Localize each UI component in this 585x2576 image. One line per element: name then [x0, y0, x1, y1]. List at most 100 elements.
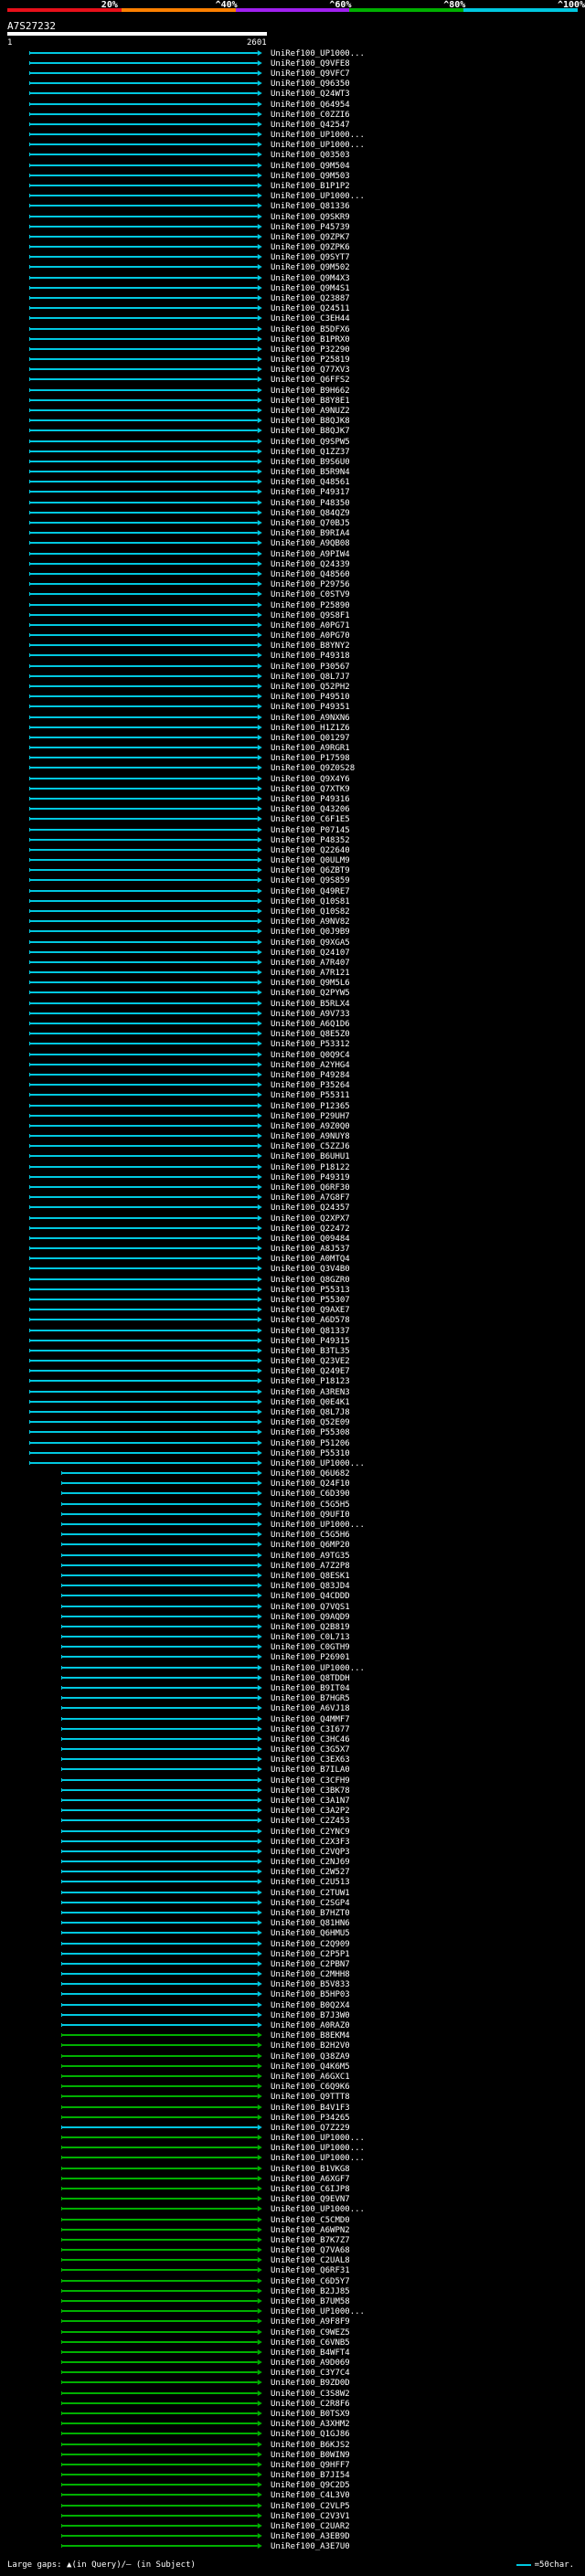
hit-label[interactable]: UniRef100_Q6RF31 [271, 2266, 350, 2275]
hit-label[interactable]: UniRef100_P25819 [271, 355, 350, 365]
hit-label[interactable]: UniRef100_P29756 [271, 580, 350, 589]
hit-label[interactable]: UniRef100_UP1000... [271, 1664, 365, 1673]
hit-label[interactable]: UniRef100_C6IJP8 [271, 2185, 350, 2194]
hit-label[interactable]: UniRef100_C2P5P1 [271, 1950, 350, 1959]
hit-label[interactable]: UniRef100_B3TL35 [271, 1347, 350, 1356]
hit-label[interactable]: UniRef100_P49317 [271, 488, 350, 497]
hit-label[interactable]: UniRef100_P30567 [271, 663, 350, 672]
hit-label[interactable]: UniRef100_Q9C2D5 [271, 2481, 350, 2490]
hit-label[interactable]: UniRef100_B7K7Z7 [271, 2236, 350, 2245]
hit-label[interactable]: UniRef100_Q9M5L6 [271, 979, 350, 988]
hit-label[interactable]: UniRef100_A9TG35 [271, 1552, 350, 1561]
hit-label[interactable]: UniRef100_P49319 [271, 1173, 350, 1182]
hit-label[interactable]: UniRef100_Q96350 [271, 80, 350, 89]
hit-label[interactable]: UniRef100_Q9XGA5 [271, 938, 350, 948]
hit-label[interactable]: UniRef100_P48352 [271, 836, 350, 845]
hit-label[interactable]: UniRef100_C3EX63 [271, 1755, 350, 1765]
hit-label[interactable]: UniRef100_Q9VFC7 [271, 69, 350, 79]
hit-label[interactable]: UniRef100_Q22472 [271, 1224, 350, 1234]
hit-label[interactable]: UniRef100_Q9AQD9 [271, 1613, 350, 1622]
hit-label[interactable]: UniRef100_Q8L7J8 [271, 1408, 350, 1417]
hit-label[interactable]: UniRef100_B9RIA4 [271, 529, 350, 538]
hit-label[interactable]: UniRef100_Q10S82 [271, 907, 350, 917]
hit-label[interactable]: UniRef100_P49315 [271, 1337, 350, 1346]
hit-label[interactable]: UniRef100_Q7Z229 [271, 2124, 350, 2133]
hit-label[interactable]: UniRef100_A9RGR1 [271, 744, 350, 753]
hit-label[interactable]: UniRef100_Q9SKR9 [271, 213, 350, 222]
hit-label[interactable]: UniRef100_C3CFH9 [271, 1776, 350, 1786]
hit-label[interactable]: UniRef100_Q8ESK1 [271, 1572, 350, 1581]
hit-label[interactable]: UniRef100_P48350 [271, 499, 350, 508]
hit-label[interactable]: UniRef100_Q9SYT7 [271, 253, 350, 262]
hit-label[interactable]: UniRef100_C5G5H6 [271, 1531, 350, 1540]
hit-label[interactable]: UniRef100_A7G8F7 [271, 1193, 350, 1203]
hit-label[interactable]: UniRef100_UP1000... [271, 1521, 365, 1530]
hit-label[interactable]: UniRef100_Q8GZR0 [271, 1276, 350, 1285]
hit-label[interactable]: UniRef100_A9PIW4 [271, 550, 350, 559]
hit-label[interactable]: UniRef100_A6Q1D6 [271, 1020, 350, 1029]
hit-label[interactable]: UniRef100_Q4K6M5 [271, 2062, 350, 2072]
hit-label[interactable]: UniRef100_C6VNB5 [271, 2338, 350, 2348]
hit-label[interactable]: UniRef100_B8QJK8 [271, 417, 350, 426]
hit-label[interactable]: UniRef100_C2PBN7 [271, 1960, 350, 1969]
hit-label[interactable]: UniRef100_A9NUZ2 [271, 407, 350, 416]
hit-label[interactable]: UniRef100_Q09484 [271, 1235, 350, 1244]
hit-label[interactable]: UniRef100_Q24511 [271, 304, 350, 313]
hit-label[interactable]: UniRef100_Q9AXE7 [271, 1306, 350, 1315]
hit-label[interactable]: UniRef100_A3EB9D [271, 2532, 350, 2541]
hit-label[interactable]: UniRef100_C2UAR2 [271, 2522, 350, 2531]
hit-label[interactable]: UniRef100_C0GTH9 [271, 1643, 350, 1652]
hit-label[interactable]: UniRef100_UP1000... [271, 2307, 365, 2316]
hit-label[interactable]: UniRef100_Q81HN6 [271, 1919, 350, 1928]
hit-label[interactable]: UniRef100_C2X3F3 [271, 1838, 350, 1847]
hit-label[interactable]: UniRef100_A2YHG4 [271, 1061, 350, 1070]
hit-label[interactable]: UniRef100_Q70BJ5 [271, 519, 350, 528]
hit-label[interactable]: UniRef100_Q8L7J7 [271, 673, 350, 682]
hit-label[interactable]: UniRef100_B9ZD0D [271, 2379, 350, 2388]
hit-label[interactable]: UniRef100_B7UM58 [271, 2297, 350, 2306]
hit-label[interactable]: UniRef100_C2SGP4 [271, 1899, 350, 1908]
hit-label[interactable]: UniRef100_B5R9N4 [271, 468, 350, 477]
hit-label[interactable]: UniRef100_Q4CDDD [271, 1592, 350, 1601]
hit-label[interactable]: UniRef100_P53312 [271, 1040, 350, 1049]
hit-label[interactable]: UniRef100_B6UHU1 [271, 1152, 350, 1161]
hit-label[interactable]: UniRef100_B7J3W0 [271, 2011, 350, 2020]
hit-label[interactable]: UniRef100_Q0J9B9 [271, 928, 350, 937]
hit-label[interactable]: UniRef100_Q77XV3 [271, 366, 350, 375]
hit-label[interactable]: UniRef100_Q7VA68 [271, 2246, 350, 2255]
hit-label[interactable]: UniRef100_C3A2P2 [271, 1807, 350, 1816]
hit-label[interactable]: UniRef100_C2VLP5 [271, 2502, 350, 2511]
hit-label[interactable]: UniRef100_H1Z1Z6 [271, 724, 350, 733]
hit-label[interactable]: UniRef100_A6VJ18 [271, 1704, 350, 1713]
hit-label[interactable]: UniRef100_Q7XTK9 [271, 785, 350, 794]
hit-label[interactable]: UniRef100_P49316 [271, 795, 350, 804]
hit-label[interactable]: UniRef100_Q24WT3 [271, 90, 350, 99]
hit-label[interactable]: UniRef100_C4L3V0 [271, 2491, 350, 2500]
hit-label[interactable]: UniRef100_B1PRX0 [271, 335, 350, 345]
hit-label[interactable]: UniRef100_Q7VQS1 [271, 1603, 350, 1612]
hit-label[interactable]: UniRef100_A8J537 [271, 1245, 350, 1254]
hit-label[interactable]: UniRef100_A7R407 [271, 959, 350, 968]
hit-label[interactable]: UniRef100_C3BK78 [271, 1786, 350, 1796]
hit-label[interactable]: UniRef100_B7HGR5 [271, 1694, 350, 1703]
hit-label[interactable]: UniRef100_P55308 [271, 1428, 350, 1437]
hit-label[interactable]: UniRef100_P45739 [271, 223, 350, 232]
hit-label[interactable]: UniRef100_B4V1F3 [271, 2104, 350, 2113]
hit-label[interactable]: UniRef100_P07145 [271, 826, 350, 835]
hit-label[interactable]: UniRef100_A0PG70 [271, 631, 350, 641]
hit-label[interactable]: UniRef100_C3Y7C4 [271, 2369, 350, 2378]
hit-label[interactable]: UniRef100_Q4MMF7 [271, 1715, 350, 1724]
hit-label[interactable]: UniRef100_Q9HFF7 [271, 2461, 350, 2470]
hit-label[interactable]: UniRef100_C2V3V1 [271, 2512, 350, 2521]
hit-label[interactable]: UniRef100_B0WIN9 [271, 2451, 350, 2460]
hit-label[interactable]: UniRef100_A9QB08 [271, 539, 350, 548]
hit-label[interactable]: UniRef100_A6GXC1 [271, 2072, 350, 2082]
hit-label[interactable]: UniRef100_C3EH44 [271, 314, 350, 323]
hit-label[interactable]: UniRef100_C6D390 [271, 1489, 350, 1499]
hit-label[interactable]: UniRef100_Q48560 [271, 570, 350, 579]
hit-label[interactable]: UniRef100_Q52PH2 [271, 683, 350, 692]
hit-label[interactable]: UniRef100_B4WFT4 [271, 2348, 350, 2358]
hit-label[interactable]: UniRef100_C2U513 [271, 1878, 350, 1887]
hit-label[interactable]: UniRef100_A3XHM2 [271, 2420, 350, 2429]
hit-label[interactable]: UniRef100_Q2PYW5 [271, 989, 350, 998]
